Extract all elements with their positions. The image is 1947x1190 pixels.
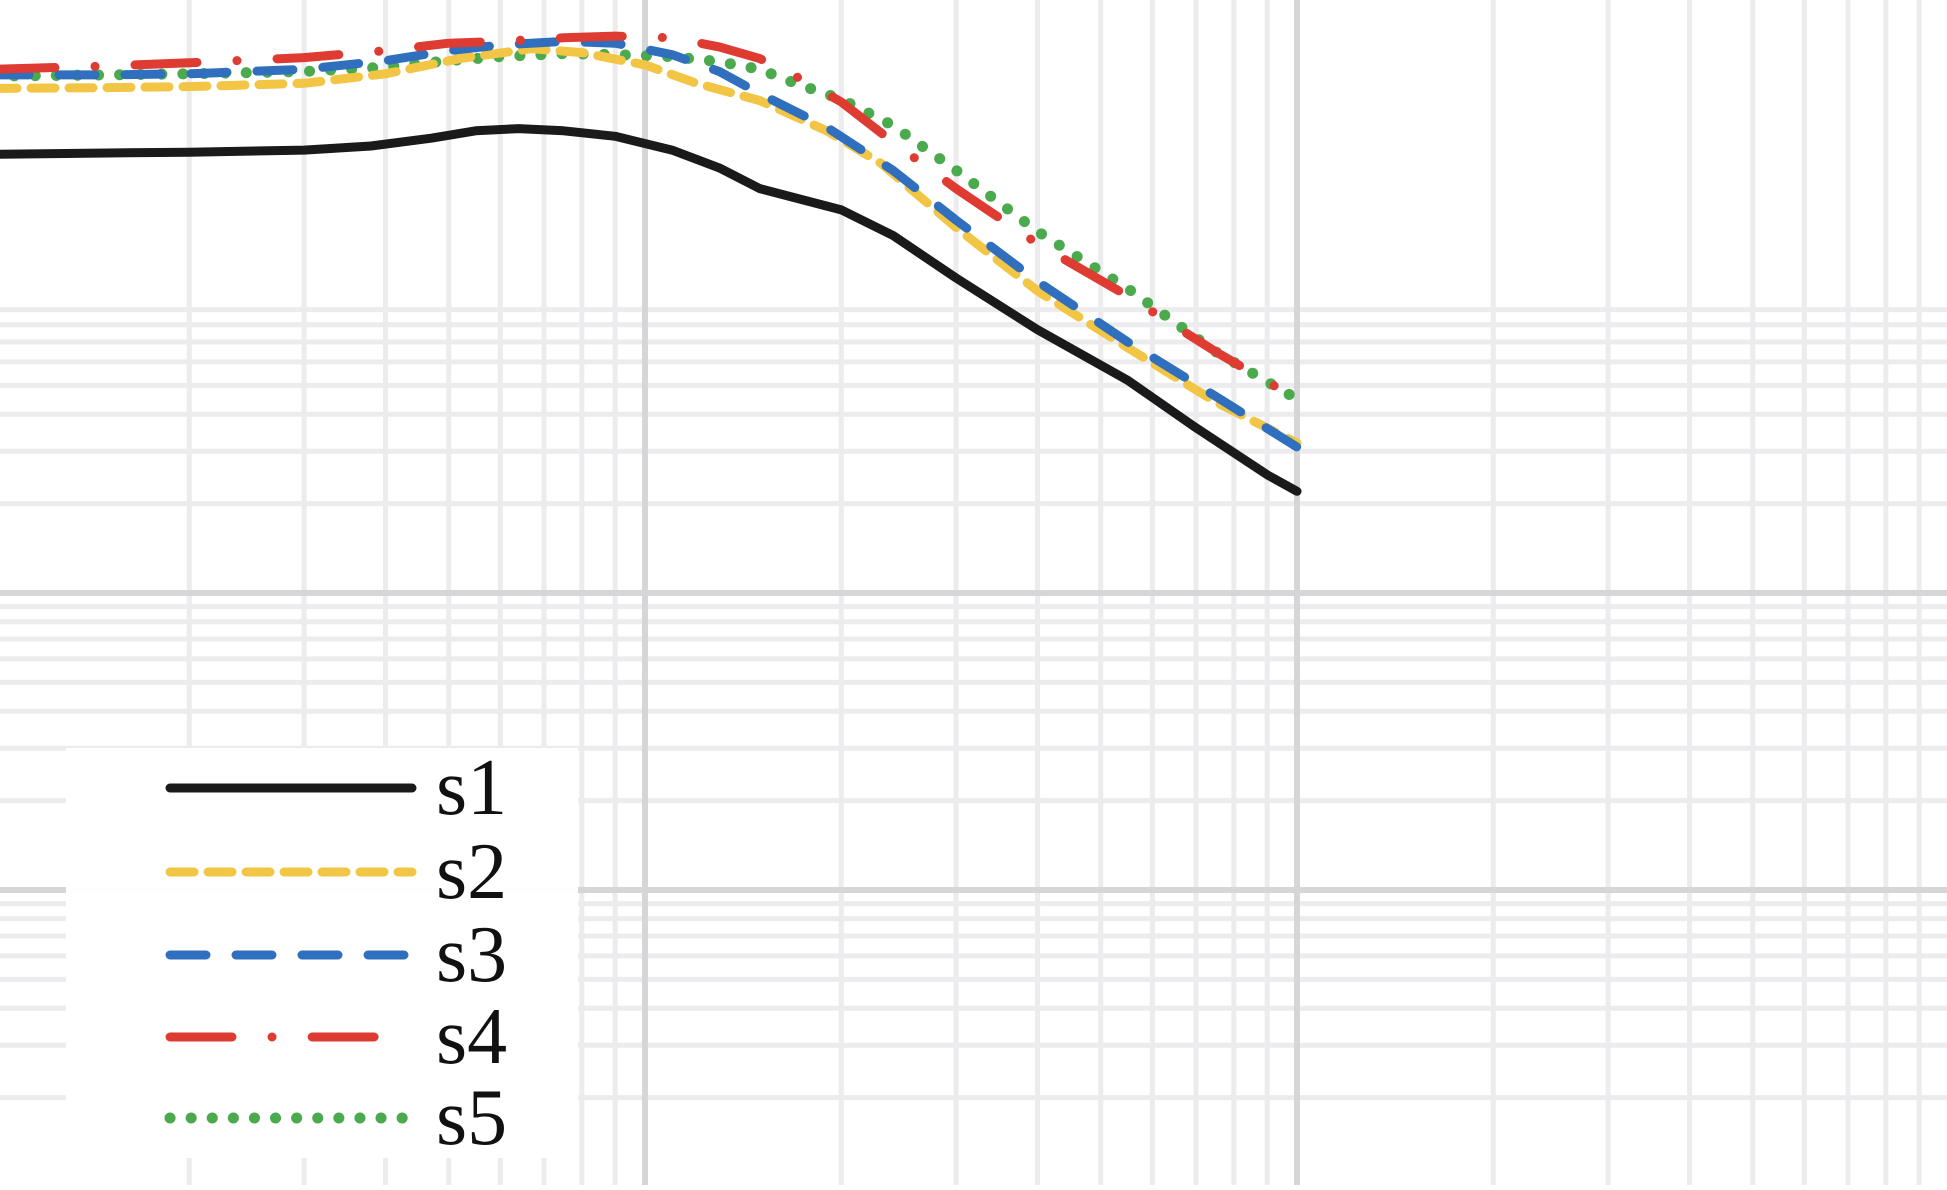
- legend-label-s5: s5: [436, 1074, 507, 1162]
- legend-label-s1: s1: [436, 744, 507, 832]
- legend-label-s4: s4: [436, 993, 507, 1081]
- series-line-s2: [0, 44, 1302, 448]
- legend-label-s2: s2: [436, 828, 507, 916]
- series-line-s1: [0, 124, 1302, 496]
- series-group: [0, 31, 1303, 496]
- series-line-s3: [0, 36, 1302, 452]
- series-line-s4: [0, 31, 1302, 404]
- legend-label-s3: s3: [436, 911, 507, 999]
- series-line-s5: [0, 48, 1303, 405]
